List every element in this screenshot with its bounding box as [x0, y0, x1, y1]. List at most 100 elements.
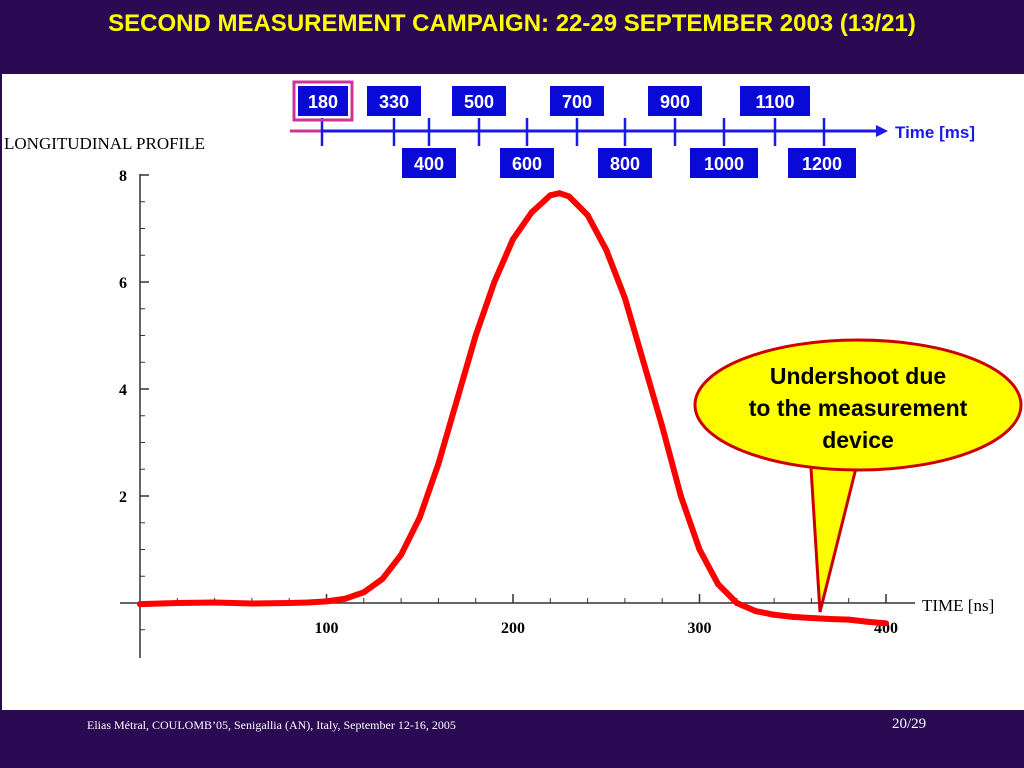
series-point [416, 514, 423, 521]
y-tick-label: 6 [119, 275, 127, 292]
x-axis-label: TIME [ns] [922, 596, 994, 615]
timeline-box-label: 700 [562, 92, 592, 112]
series-point [556, 190, 563, 197]
series-point [771, 611, 778, 618]
page-number: 20/29 [892, 716, 927, 732]
series-point [696, 546, 703, 553]
timeline-box-bg [788, 148, 856, 178]
timeline-box-label: 330 [379, 92, 409, 112]
y-tick-labels: 2 4 6 8 [119, 168, 127, 506]
series-point [789, 613, 796, 620]
y-major-ticks [140, 174, 149, 497]
timeline-box-1100[interactable]: 1100 [740, 86, 810, 116]
footer-bar [0, 710, 1024, 768]
series-point [472, 332, 479, 339]
time-timeline: Time [ms] 180 330 500 700 900 1100 [290, 80, 975, 178]
series-point [733, 600, 740, 606]
x-tick-label: 300 [688, 620, 712, 637]
series-point [342, 595, 349, 602]
series-point [398, 551, 405, 558]
callout-line-3: device [822, 427, 894, 453]
timeline-box-bg [740, 86, 810, 116]
series-point [304, 599, 311, 606]
series-point [883, 620, 889, 627]
series-point [435, 460, 442, 467]
title-bar [0, 0, 1024, 74]
timeline-box-label: 900 [660, 92, 690, 112]
series-point [491, 279, 498, 285]
series-point [547, 192, 554, 199]
series-point [137, 601, 143, 608]
timeline-box-600[interactable]: 600 [500, 148, 554, 178]
timeline-box-label: 800 [610, 154, 640, 174]
series-point [379, 575, 386, 582]
series-point [454, 396, 461, 403]
timeline-box-label: 1000 [704, 154, 744, 174]
series-point [248, 600, 255, 607]
series-point [864, 618, 871, 625]
x-tick-label: 200 [501, 620, 525, 637]
series-point [603, 246, 610, 253]
callout-line-1: Undershoot due [770, 363, 946, 389]
timeline-box-label: 600 [512, 154, 542, 174]
chart-title: LONGITUDINAL PROFILE [4, 134, 205, 153]
series-point [752, 608, 759, 615]
timeline-selection-frame [292, 80, 354, 122]
timeline-ticks [320, 118, 826, 146]
timeline-box-bg [402, 148, 456, 178]
series-point [360, 589, 367, 596]
timeline-box-700[interactable]: 700 [550, 86, 604, 116]
series-point [808, 614, 815, 621]
series-point [174, 600, 181, 606]
x-tick-labels: 100 200 300 400 [315, 620, 899, 637]
y-tick-label: 8 [119, 168, 127, 185]
callout-join [812, 448, 858, 458]
slide-title: SECOND MEASUREMENT CAMPAIGN: 22-29 SEPTE… [108, 10, 916, 37]
series-point [286, 600, 293, 606]
timeline-box-900[interactable]: 900 [648, 86, 702, 116]
timeline-box-label: 180 [308, 92, 338, 112]
timeline-box-bg [500, 148, 554, 178]
series-point [584, 212, 591, 219]
timeline-box-500[interactable]: 500 [452, 86, 506, 116]
timeline-arrow-icon [876, 125, 888, 137]
callout-line-2: to the measurement [749, 395, 968, 421]
series-point [621, 295, 628, 302]
timeline-box-330[interactable]: 330 [367, 86, 421, 116]
series-point [510, 236, 516, 243]
footer-text: Elias Métral, COULOMB’05, Senigallia (AN… [87, 718, 456, 732]
timeline-box-label: 1200 [802, 154, 842, 174]
series-point [640, 359, 647, 366]
timeline-label: Time [ms] [895, 123, 975, 142]
series-point [211, 599, 218, 606]
timeline-box-bg [452, 86, 506, 116]
timeline-box-label: 1100 [755, 92, 794, 112]
timeline-box-label: 500 [464, 92, 494, 112]
series-point [659, 423, 666, 430]
slide-content: Time [ms] 180 330 500 700 900 1100 [0, 74, 1023, 710]
timeline-box-1200[interactable]: 1200 [788, 148, 856, 178]
series-point [845, 616, 852, 623]
timeline-box-bg [367, 86, 421, 116]
series-point [827, 616, 834, 623]
timeline-box-bg [298, 86, 348, 116]
series-point [528, 209, 535, 216]
y-tick-label: 4 [119, 382, 127, 399]
series-point [677, 493, 684, 499]
timeline-box-180[interactable]: 180 [292, 80, 354, 122]
timeline-box-bg [690, 148, 758, 178]
timeline-box-800[interactable]: 800 [598, 148, 652, 178]
timeline-box-400[interactable]: 400 [402, 148, 456, 178]
undershoot-callout: Undershoot due to the measurement device [693, 338, 1023, 613]
timeline-box-bg [550, 86, 604, 116]
series-point [715, 581, 722, 588]
x-tick-label: 100 [315, 620, 339, 637]
callout-pointer [808, 450, 862, 613]
timeline-box-label: 400 [414, 154, 444, 174]
series-points [137, 190, 889, 627]
timeline-box-bg [648, 86, 702, 116]
series-point [323, 598, 330, 605]
timeline-box-1000[interactable]: 1000 [690, 148, 758, 178]
y-tick-label: 2 [119, 489, 127, 506]
